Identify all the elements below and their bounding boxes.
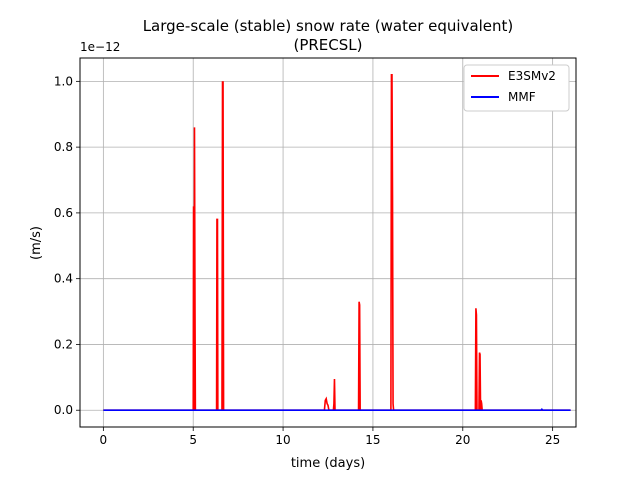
legend-label-e3smv2: E3SMv2 bbox=[508, 69, 556, 83]
y-offset-label: 1e−12 bbox=[80, 40, 120, 54]
chart-title: Large-scale (stable) snow rate (water eq… bbox=[143, 17, 514, 35]
y-tick-label: 0.0 bbox=[54, 403, 73, 417]
x-axis-label: time (days) bbox=[291, 456, 365, 471]
x-tick-label: 25 bbox=[545, 433, 560, 447]
x-tick-label: 10 bbox=[275, 433, 290, 447]
x-tick-label: 0 bbox=[100, 433, 108, 447]
ticks: 0 5 10 15 20 25 0.0 0.2 0.4 0.6 0.8 1.0 bbox=[54, 74, 560, 447]
y-tick-label: 1.0 bbox=[54, 74, 73, 88]
series-line-mmf bbox=[103, 408, 571, 412]
plot-frame bbox=[79, 57, 577, 428]
y-axis-label: (m/s) bbox=[29, 226, 44, 260]
legend: E3SMv2 MMF bbox=[463, 64, 570, 112]
chart-subtitle: (PRECSL) bbox=[293, 36, 362, 54]
y-tick-label: 0.6 bbox=[54, 206, 73, 220]
x-tick-label: 15 bbox=[365, 433, 380, 447]
series-lines bbox=[103, 73, 571, 412]
y-tick-label: 0.2 bbox=[54, 337, 73, 351]
y-tick-label: 0.4 bbox=[54, 272, 73, 286]
legend-label-mmf: MMF bbox=[508, 90, 536, 104]
y-tick-label: 0.8 bbox=[54, 140, 73, 154]
x-tick-label: 20 bbox=[455, 433, 470, 447]
x-tick-label: 5 bbox=[189, 433, 197, 447]
